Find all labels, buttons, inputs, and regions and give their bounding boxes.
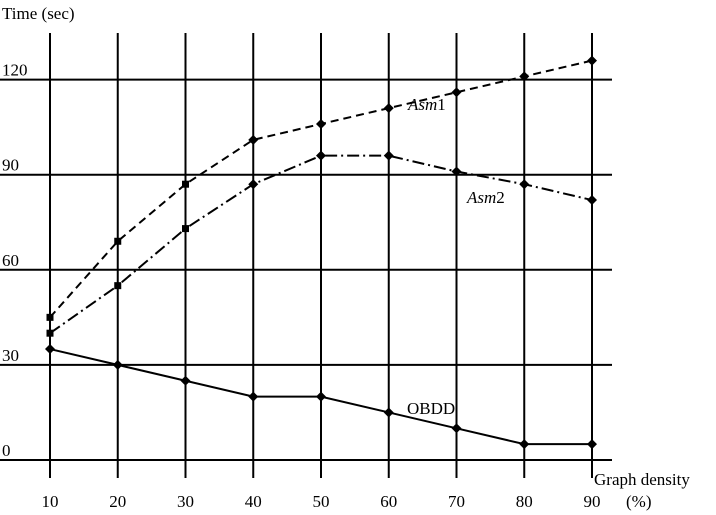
grid-lines: [0, 33, 612, 478]
data-point: [451, 87, 462, 98]
data-point: [383, 407, 394, 418]
x-tick-label: 70: [448, 492, 465, 511]
data-point: [519, 71, 530, 82]
series-2: [46, 150, 597, 337]
x-tick-label: 30: [177, 492, 194, 511]
x-tick-label: 80: [516, 492, 533, 511]
data-point: [519, 179, 530, 190]
tick-labels: 10 20 30 40 50 60 70 80 90 0 30 60 90 120: [2, 61, 601, 511]
y-tick-label: 60: [2, 251, 19, 270]
data-point: [46, 313, 54, 321]
data-point: [45, 344, 55, 355]
data-point: [383, 150, 394, 161]
data-point: [519, 439, 530, 450]
series-label-asm2: Asm2: [466, 188, 505, 207]
series-3: [45, 344, 597, 450]
data-point: [316, 150, 326, 161]
data-point: [316, 118, 326, 129]
data-point: [182, 225, 189, 233]
y-tick-label: 120: [2, 61, 28, 80]
data-point: [112, 359, 123, 370]
data-point: [114, 237, 122, 245]
x-tick-label: 90: [584, 492, 601, 511]
data-point: [316, 391, 326, 402]
data-point: [587, 439, 597, 450]
data-point: [248, 391, 259, 402]
data-point: [114, 282, 122, 290]
series-label-obdd: OBDD: [407, 399, 455, 418]
y-tick-label: 90: [2, 156, 19, 175]
x-tick-label: 50: [313, 492, 330, 511]
data-point: [587, 55, 597, 66]
x-tick-label: 20: [109, 492, 126, 511]
data-point: [451, 423, 462, 434]
data-point: [182, 180, 189, 188]
x-tick-label: 60: [380, 492, 397, 511]
data-point: [383, 103, 394, 114]
series-layer: [45, 55, 597, 450]
x-tick-label: 40: [245, 492, 262, 511]
data-point: [180, 375, 191, 386]
data-point: [248, 179, 259, 190]
x-axis-title: Graph density: [594, 470, 690, 489]
x-axis-unit: (%): [626, 492, 651, 511]
data-point: [248, 134, 259, 145]
data-point: [451, 166, 462, 177]
series-1: [46, 55, 597, 321]
data-point: [46, 329, 54, 337]
y-tick-label: 30: [2, 346, 19, 365]
y-axis-title: Time (sec): [2, 4, 75, 23]
series-label-asm1: Asm1: [407, 95, 446, 114]
x-tick-label: 10: [42, 492, 59, 511]
data-point: [587, 195, 597, 206]
y-tick-label: 0: [2, 441, 11, 460]
